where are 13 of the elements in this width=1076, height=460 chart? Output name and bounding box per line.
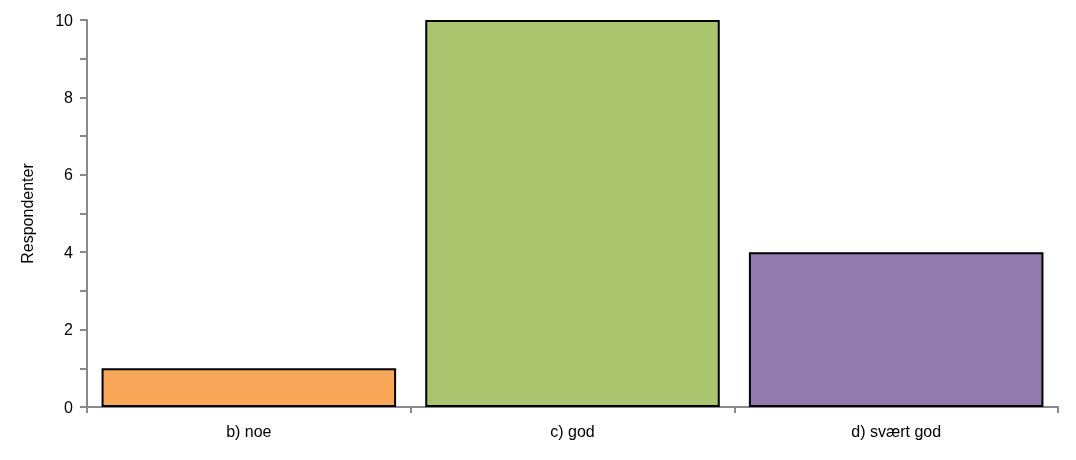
bar xyxy=(748,252,1044,407)
x-tick-label: b) noe xyxy=(226,422,272,440)
y-axis-title: Respondenter xyxy=(18,162,36,264)
bar xyxy=(101,368,397,407)
y-tick-label: 0 xyxy=(64,398,74,416)
y-tick-label: 8 xyxy=(64,88,74,106)
y-tick-label: 6 xyxy=(64,166,74,184)
bar xyxy=(425,20,720,407)
y-tick-label: 4 xyxy=(64,243,74,261)
x-tick-label: c) god xyxy=(550,422,595,440)
y-tick-label: 2 xyxy=(64,321,74,339)
x-tick-label: d) svært god xyxy=(851,422,942,440)
y-tick-label: 10 xyxy=(55,11,74,29)
